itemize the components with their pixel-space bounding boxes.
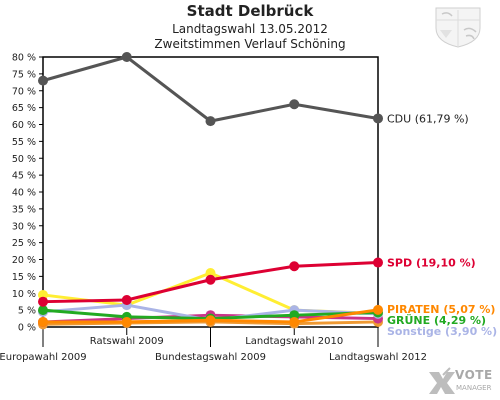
data-point-spd-2 xyxy=(205,274,216,285)
data-point-cdu-1 xyxy=(121,52,132,62)
data-point-piraten-4 xyxy=(373,304,383,315)
data-point-spd-0 xyxy=(38,296,48,307)
data-point-piraten-1 xyxy=(121,316,132,327)
data-point-spd-3 xyxy=(289,261,300,272)
y-tick-label: 30 % xyxy=(12,221,36,232)
x-tick-label-landtagswahl-2010: Landtagswahl 2010 xyxy=(245,336,343,347)
vote-manager-logo-icon xyxy=(429,367,455,394)
coat-of-arms-icon xyxy=(435,7,481,48)
y-tick-label: 5 % xyxy=(18,306,36,317)
series-line-cdu xyxy=(42,55,379,123)
chart-title: Stadt Delbrück xyxy=(186,2,314,20)
chart-subtitle-district: Zweitstimmen Verlauf Schöning xyxy=(154,37,346,51)
y-tick-label: 20 % xyxy=(12,255,36,266)
y-tick-label: 50 % xyxy=(12,154,36,165)
data-point-cdu-3 xyxy=(289,99,300,110)
plot-frame xyxy=(42,56,379,328)
data-point-grune-0 xyxy=(38,305,48,316)
y-tick-label: 10 % xyxy=(12,289,36,300)
x-tick-label-europawahl-2009: Europawahl 2009 xyxy=(0,352,87,363)
y-tick-label: 65 % xyxy=(12,103,36,114)
data-point-piraten-2 xyxy=(205,315,216,326)
data-point-cdu-2 xyxy=(205,116,216,127)
data-point-cdu-4 xyxy=(373,113,383,124)
end-label-cdu: CDU (61,79 %) xyxy=(387,112,469,125)
data-point-spd-4 xyxy=(373,257,383,268)
y-tick-label: 75 % xyxy=(12,69,36,80)
y-tick-label: 0 % xyxy=(18,323,36,334)
y-tick-label: 70 % xyxy=(12,86,36,97)
data-point-cdu-0 xyxy=(38,75,48,86)
x-tick-label-ratswahl-2009: Ratswahl 2009 xyxy=(90,336,164,347)
end-label-sonstige: Sonstige (3,90 %) xyxy=(387,325,497,338)
y-tick-label: 80 % xyxy=(12,53,36,64)
chart-subtitle-election: Landtagswahl 13.05.2012 xyxy=(172,22,328,36)
y-tick-label: 15 % xyxy=(12,272,36,283)
x-tick-label-landtagswahl-2012: Landtagswahl 2012 xyxy=(329,352,427,363)
y-tick-label: 60 % xyxy=(12,120,36,131)
data-point-spd-1 xyxy=(121,295,132,305)
data-point-piraten-0 xyxy=(38,316,48,327)
y-tick-label: 40 % xyxy=(12,188,36,199)
end-label-grune: GRÜNE (4,29 %) xyxy=(387,313,486,327)
logo-wordmark: VOTE xyxy=(455,368,493,382)
end-label-spd: SPD (19,10 %) xyxy=(387,257,476,270)
end-label-piraten: PIRATEN (5,07 %) xyxy=(387,303,495,316)
y-tick-label: 35 % xyxy=(12,204,36,215)
x-tick-label-bundestagswahl-2009: Bundestagswahl 2009 xyxy=(155,352,266,363)
logo-tagline: MANAGER xyxy=(456,384,492,392)
y-tick-label: 25 % xyxy=(12,238,36,249)
y-tick-label: 45 % xyxy=(12,171,36,182)
data-point-piraten-3 xyxy=(289,316,300,327)
y-tick-label: 55 % xyxy=(12,137,36,148)
